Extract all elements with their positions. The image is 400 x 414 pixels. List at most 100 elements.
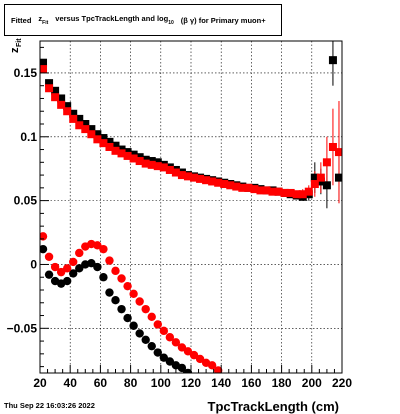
data-point-square-red (141, 159, 150, 168)
chart-title: Fitted zFit versus TpcTrackLength and lo… (4, 4, 282, 36)
data-point-square-red (40, 65, 48, 74)
data-point-circle-red (135, 297, 144, 306)
data-point-square-red (280, 188, 289, 197)
title-z-symbol: z (38, 14, 43, 23)
data-point-circle-black (159, 353, 169, 362)
data-point-square-black (105, 137, 114, 146)
data-point-circle-red (69, 257, 78, 267)
data-point-square-red (226, 181, 235, 190)
data-point-square-red (123, 151, 132, 160)
data-point-square-black (51, 86, 60, 95)
data-point-square-red (250, 185, 259, 194)
x-tick-label: 180 (272, 376, 292, 390)
data-point-square-red (57, 100, 66, 109)
data-point-square-red (274, 187, 283, 196)
grid-lines (40, 41, 342, 373)
y-tick-label: 0.1 (20, 130, 37, 144)
data-point-circle-black (183, 368, 193, 373)
x-tick-label: 60 (94, 376, 108, 390)
data-point-square-black (328, 56, 337, 65)
data-point-square-red (220, 180, 229, 189)
y-axis-label-sub: Fit (16, 38, 23, 47)
x-axis-label: TpcTrackLength (cm) (208, 399, 339, 414)
y-tick-label: −0.05 (7, 321, 38, 335)
data-point-circle-black (147, 341, 156, 351)
x-tick-label: 40 (64, 376, 78, 390)
data-point-circle-black (93, 262, 102, 272)
data-point-square-red (214, 178, 223, 187)
data-point-square-red (286, 188, 295, 197)
data-point-circle-red (123, 281, 132, 291)
data-point-circle-black (105, 288, 114, 297)
data-point-square-red (298, 190, 307, 199)
data-point-circle-black (117, 304, 126, 314)
data-point-circle-red (99, 244, 108, 254)
data-point-square-red (45, 84, 54, 93)
title-middle-text: versus TpcTrackLength and log (55, 14, 169, 23)
data-point-circle-red (153, 320, 162, 329)
data-point-square-black (40, 58, 48, 67)
data-point-square-red (268, 187, 277, 196)
data-point-square-red (69, 114, 78, 123)
data-point-circle-red (62, 264, 72, 273)
data-point-circle-red (56, 267, 66, 277)
data-point-square-black (45, 79, 54, 88)
data-point-square-red (135, 157, 144, 166)
data-point-square-black (69, 109, 78, 118)
data-point-circle-red (177, 343, 187, 352)
data-point-square-red (117, 149, 126, 158)
data-point-square-red (177, 171, 186, 180)
data-point-square-black (310, 173, 319, 182)
y-tick-label: 0 (30, 257, 37, 271)
title-suffix: (β γ) for Primary muon+ (180, 15, 266, 25)
data-point-square-red (208, 177, 217, 186)
data-point-circle-red (117, 274, 126, 283)
y-axis-label: z Fit (9, 38, 23, 53)
data-point-square-red (129, 154, 138, 163)
data-point-square-black (63, 102, 72, 111)
data-point-circle-red (105, 256, 114, 265)
data-point-circle-red (147, 312, 156, 322)
data-point-circle-red (159, 326, 169, 336)
data-point-square-red (99, 139, 108, 148)
data-point-circle-red (189, 350, 199, 360)
data-point-circle-red (75, 248, 84, 258)
data-point-circle-red (171, 338, 181, 347)
data-point-square-black (75, 114, 84, 123)
data-point-square-red (304, 187, 313, 196)
x-tick-label: 160 (241, 376, 261, 390)
data-point-circle-red (207, 361, 217, 370)
x-tick-label: 120 (181, 376, 201, 390)
data-point-square-red (232, 182, 241, 191)
x-tick-label: 220 (332, 376, 352, 390)
data-point-square-black (87, 125, 96, 134)
data-point-square-red (111, 146, 120, 155)
data-point-square-black (111, 141, 120, 150)
data-point-square-red (190, 173, 199, 182)
data-point-circle-black (165, 357, 175, 366)
data-point-square-red (159, 163, 168, 172)
data-point-circle-black (87, 258, 96, 268)
data-point-square-red (244, 183, 253, 192)
data-point-square-red (334, 148, 342, 157)
data-point-square-black (322, 181, 331, 190)
data-point-circle-black (99, 273, 108, 282)
data-point-circle-red (213, 366, 223, 373)
data-point-circle-black (44, 270, 54, 279)
title-z: zFit (38, 14, 48, 26)
data-point-circle-red (183, 347, 193, 356)
data-point-square-red (147, 160, 156, 169)
data-point-circle-black (135, 329, 144, 338)
data-point-circle-black (123, 313, 132, 323)
data-point-square-red (196, 174, 205, 183)
data-point-square-black (57, 94, 66, 103)
title-prefix: Fitted (11, 15, 32, 25)
data-point-square-red (87, 130, 96, 139)
data-point-circle-black (177, 363, 187, 373)
data-point-circle-black (129, 321, 138, 330)
data-point-square-black (81, 120, 90, 128)
data-point-square-red (316, 173, 325, 182)
data-point-circle-red (93, 241, 102, 250)
data-point-circle-red (195, 354, 205, 364)
axes: 20 40 60 80 100 120 140 160 180 200 220 −0.05 0 0.05 0… (7, 46, 352, 390)
